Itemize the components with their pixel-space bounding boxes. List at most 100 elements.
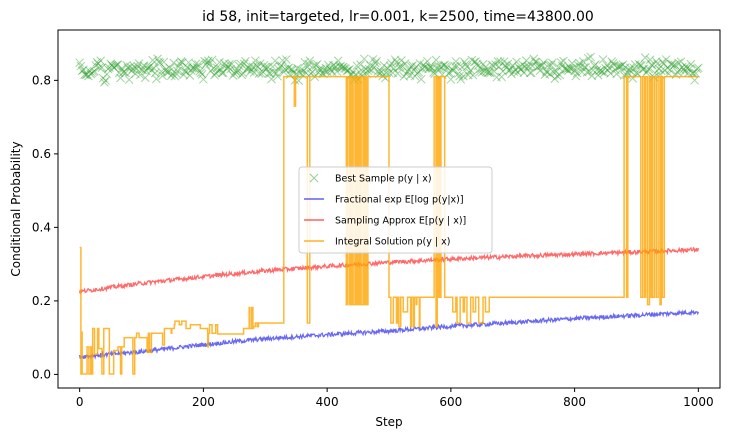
best-sample-point: [651, 57, 661, 66]
best-sample-point: [556, 57, 566, 67]
best-sample-point: [202, 58, 212, 68]
best-sample-point: [251, 56, 260, 65]
best-sample-point: [207, 55, 217, 65]
best-sample-point: [462, 62, 472, 72]
best-sample-point: [85, 66, 94, 76]
legend: Best Sample p(y | x) Fractional exp E[log…: [298, 166, 493, 254]
best-sample-point: [371, 58, 380, 68]
best-sample-point: [101, 76, 110, 85]
best-sample-point: [397, 56, 406, 65]
best-sample-point: [382, 68, 391, 78]
best-sample-point: [187, 64, 197, 73]
best-sample-point: [262, 64, 271, 74]
best-sample-point: [529, 54, 539, 64]
best-sample-point: [392, 57, 401, 67]
best-sample-point: [440, 60, 450, 70]
best-sample-point: [161, 65, 171, 74]
best-sample-point: [661, 55, 671, 64]
best-sample-point: [608, 58, 618, 68]
best-sample-point: [364, 64, 374, 74]
plot-area: [57, 29, 721, 389]
best-sample-point: [309, 61, 318, 71]
best-sample-point: [130, 69, 140, 79]
best-sample-point: [242, 64, 252, 74]
best-sample-point: [596, 65, 605, 75]
best-sample-point: [195, 66, 205, 76]
best-sample-point: [114, 68, 124, 78]
best-sample-point: [534, 61, 544, 71]
best-sample-point: [340, 63, 349, 73]
best-sample-point: [642, 68, 651, 78]
best-sample-point: [247, 65, 257, 74]
best-sample-point: [431, 55, 441, 65]
best-sample-point: [363, 66, 373, 76]
best-sample-point: [140, 73, 150, 83]
best-sample-point: [76, 61, 86, 71]
best-sample-point: [488, 61, 498, 70]
legend-item: Fractional exp E[log p(y|x)]: [304, 195, 464, 206]
best-sample-point: [617, 61, 626, 71]
best-sample-point: [123, 63, 133, 73]
best-sample-point: [686, 59, 696, 69]
best-sample-point: [561, 64, 571, 74]
best-sample-point: [200, 56, 209, 66]
best-sample-point: [293, 63, 302, 73]
legend-label: Integral Solution p(y | x): [335, 237, 450, 248]
best-sample-point: [231, 66, 240, 76]
best-sample-point: [119, 67, 129, 77]
best-sample-point: [378, 71, 388, 81]
best-sample-point: [133, 62, 143, 71]
best-sample-point: [468, 70, 478, 80]
best-sample-point: [491, 60, 500, 69]
best-sample-point: [507, 69, 516, 79]
best-sample-point: [526, 68, 536, 78]
best-sample-point: [264, 68, 274, 78]
x-tick-label: 400: [316, 395, 339, 409]
best-sample-point: [455, 71, 464, 81]
best-sample-point: [583, 53, 593, 63]
best-sample-point: [182, 63, 192, 72]
best-sample-point: [497, 72, 506, 82]
best-sample-point: [604, 63, 614, 73]
best-sample-point: [215, 57, 224, 67]
best-sample-point: [643, 66, 652, 76]
best-sample-point: [690, 75, 699, 85]
best-sample-point: [267, 74, 276, 84]
best-sample-point: [196, 68, 206, 78]
best-sample-point: [142, 66, 151, 76]
best-sample-point: [259, 60, 269, 70]
best-sample-point: [181, 67, 191, 76]
best-sample-point: [463, 70, 473, 80]
best-sample-point: [429, 68, 438, 77]
x-tick-label: 800: [563, 395, 586, 409]
best-sample-point: [549, 67, 558, 77]
best-sample-point: [185, 71, 195, 80]
best-sample-point: [227, 59, 237, 69]
best-sample-point: [255, 59, 265, 68]
best-sample-point: [465, 67, 474, 77]
best-sample-point: [679, 65, 688, 74]
best-sample-point: [682, 63, 692, 73]
best-sample-point: [408, 61, 417, 70]
best-sample-point: [145, 62, 155, 71]
best-sample-point: [252, 61, 261, 70]
best-sample-point: [98, 73, 108, 83]
best-sample-point: [121, 68, 130, 78]
best-sample-point: [325, 64, 334, 73]
best-sample-point: [192, 63, 202, 72]
best-sample-point: [338, 62, 348, 72]
best-sample-point: [77, 66, 87, 76]
best-sample-point: [144, 62, 154, 72]
best-sample-point: [128, 64, 138, 74]
best-sample-point: [156, 67, 166, 76]
best-sample-point: [243, 62, 253, 72]
best-sample-point: [470, 57, 479, 67]
best-sample-point: [599, 68, 609, 78]
best-sample-point: [237, 70, 247, 80]
best-sample-point: [692, 64, 702, 74]
best-sample-point: [174, 62, 183, 72]
best-sample-point: [343, 65, 353, 75]
best-sample-point: [660, 66, 670, 75]
best-sample-point: [197, 70, 207, 79]
best-sample-point: [476, 64, 485, 74]
